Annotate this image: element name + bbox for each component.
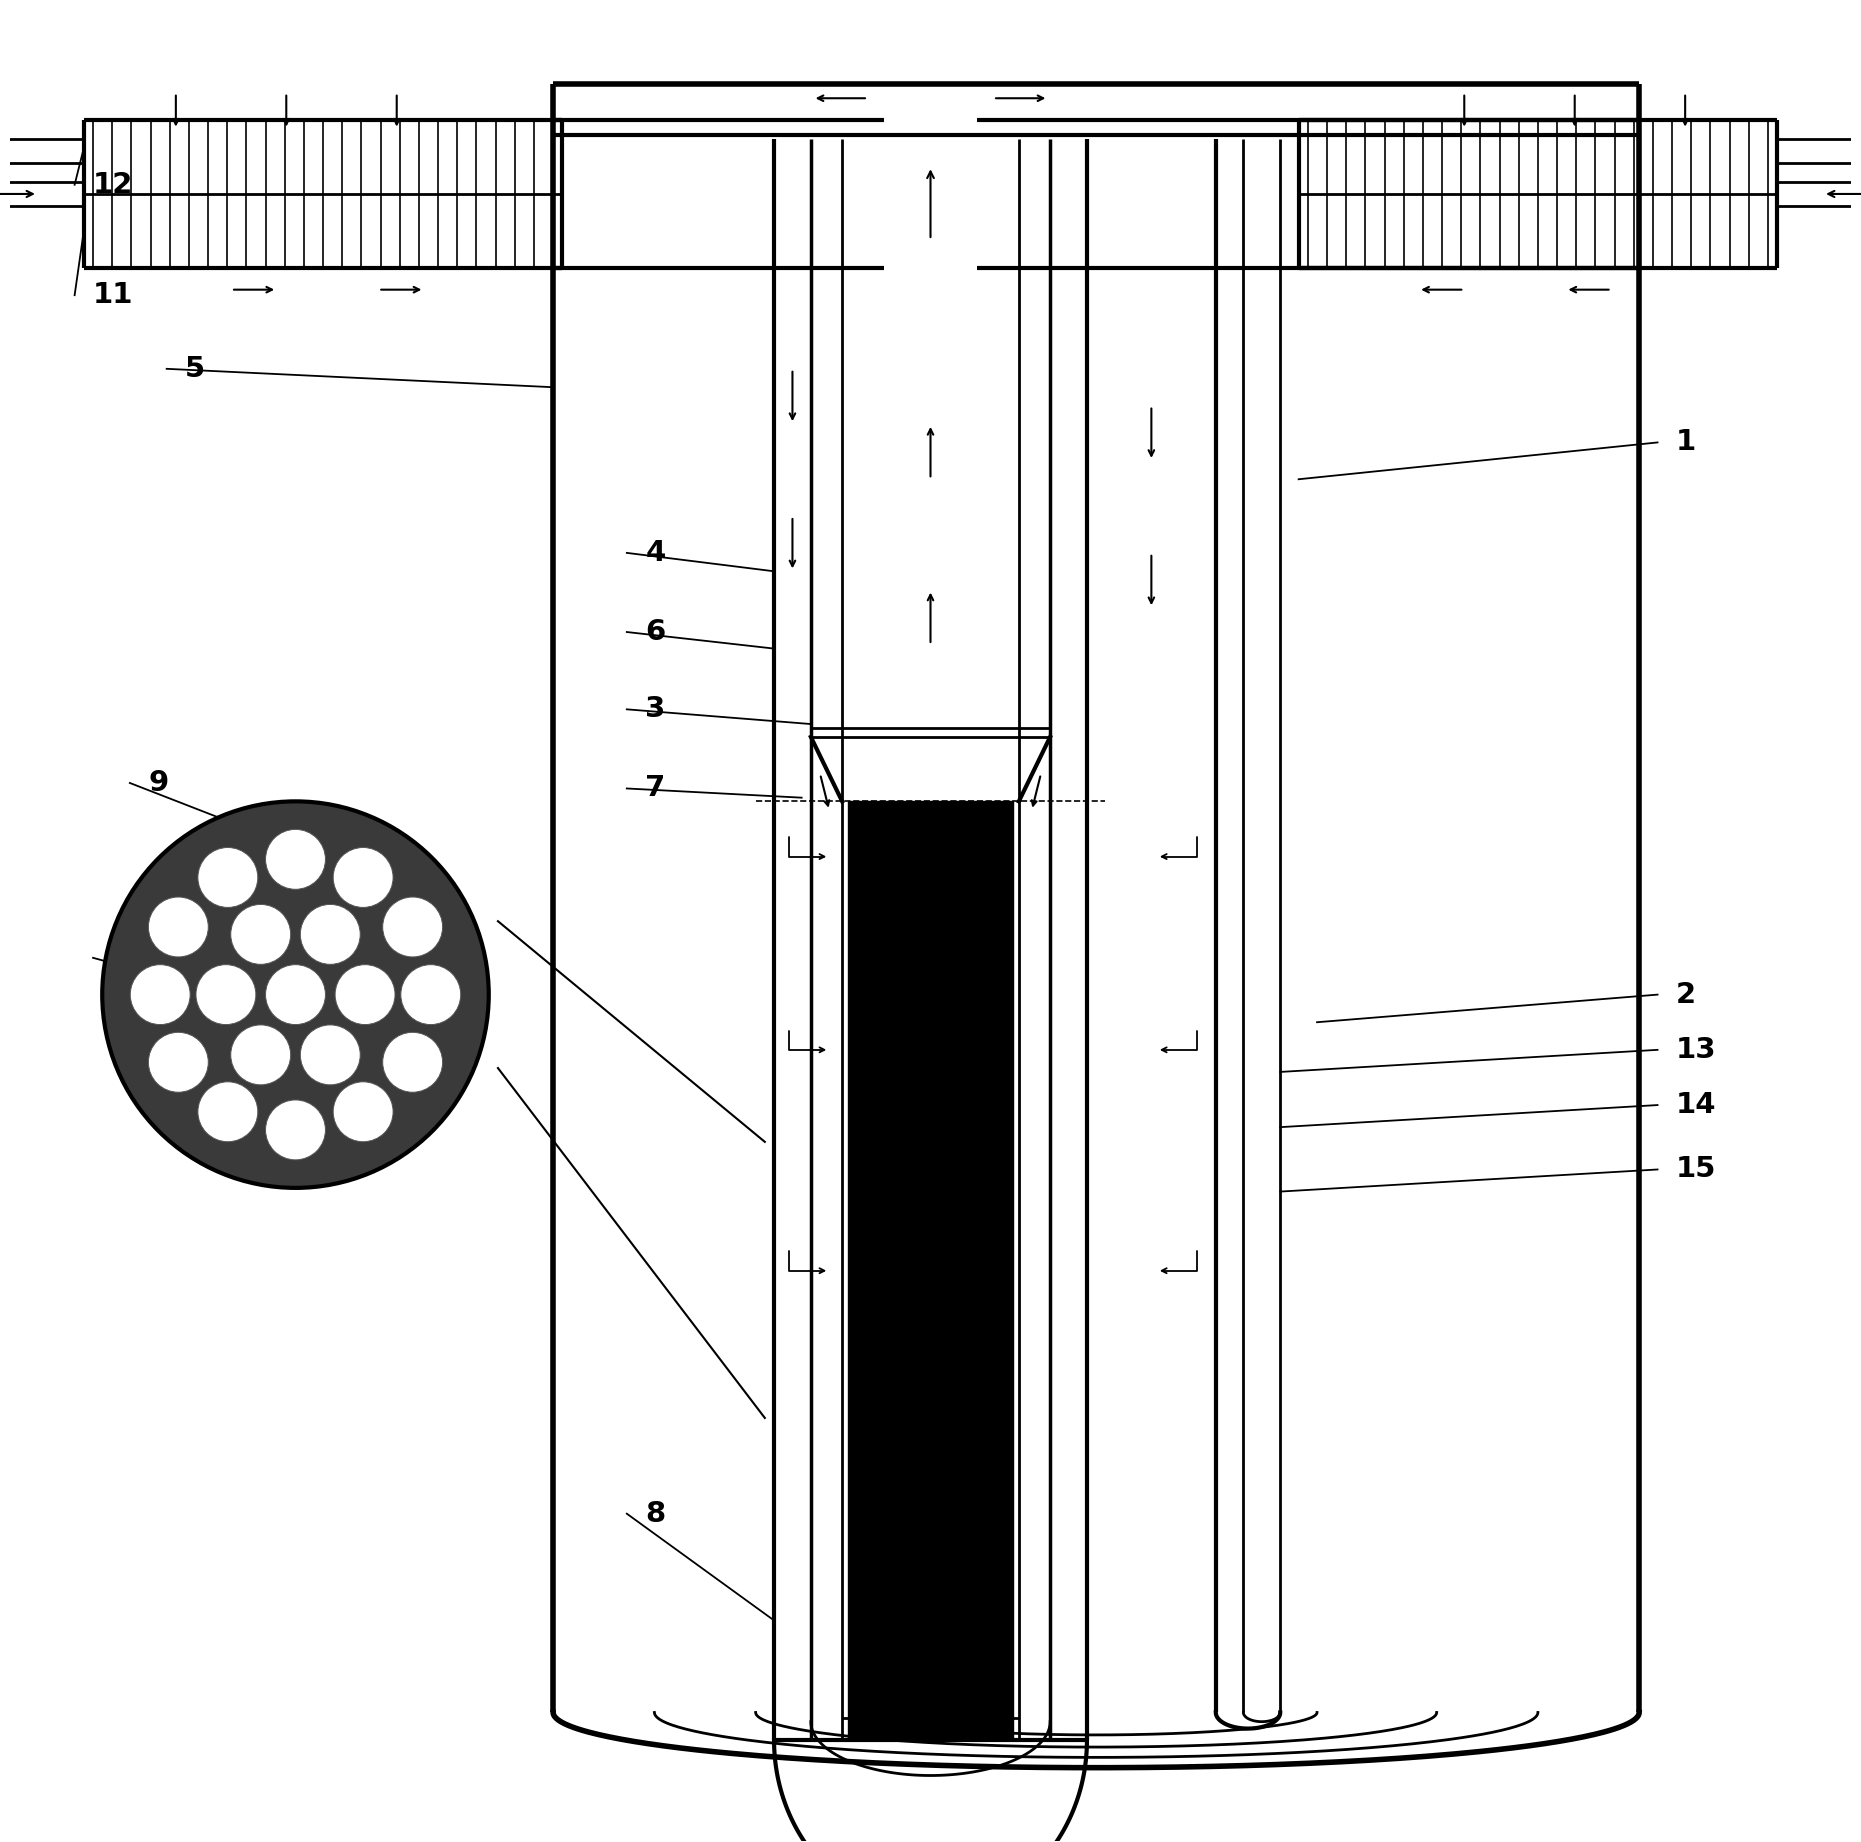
Bar <box>2 182 84 206</box>
Text: 11: 11 <box>93 282 134 309</box>
Circle shape <box>383 897 443 958</box>
Circle shape <box>300 1024 361 1085</box>
Circle shape <box>383 1032 443 1092</box>
Circle shape <box>231 904 290 965</box>
Text: 4: 4 <box>646 540 666 567</box>
Text: 9: 9 <box>149 768 169 798</box>
Text: 8: 8 <box>646 1499 666 1527</box>
Circle shape <box>197 1081 259 1142</box>
Text: 12: 12 <box>93 171 134 199</box>
Circle shape <box>197 847 259 908</box>
Bar <box>1777 138 1859 162</box>
Circle shape <box>266 1100 326 1160</box>
Text: 15: 15 <box>1677 1155 1716 1183</box>
Circle shape <box>231 1024 290 1085</box>
Text: 2: 2 <box>1677 980 1695 1009</box>
Circle shape <box>149 1032 208 1092</box>
Bar <box>2 138 84 162</box>
Text: 10: 10 <box>112 943 153 973</box>
Bar <box>1777 182 1859 206</box>
Circle shape <box>333 847 393 908</box>
Text: 13: 13 <box>1677 1035 1716 1065</box>
Text: 3: 3 <box>646 694 666 724</box>
Text: 14: 14 <box>1677 1090 1716 1120</box>
Circle shape <box>149 897 208 958</box>
Text: 7: 7 <box>646 774 666 803</box>
Circle shape <box>333 1081 393 1142</box>
Circle shape <box>266 829 326 890</box>
Text: 6: 6 <box>646 619 666 647</box>
Circle shape <box>195 965 255 1024</box>
Circle shape <box>400 965 462 1024</box>
Text: 5: 5 <box>184 356 205 383</box>
Bar <box>847 801 1014 1741</box>
Text: 1: 1 <box>1677 429 1695 457</box>
Circle shape <box>266 965 326 1024</box>
Circle shape <box>300 904 361 965</box>
Circle shape <box>335 965 395 1024</box>
Circle shape <box>130 965 190 1024</box>
Circle shape <box>102 801 489 1188</box>
